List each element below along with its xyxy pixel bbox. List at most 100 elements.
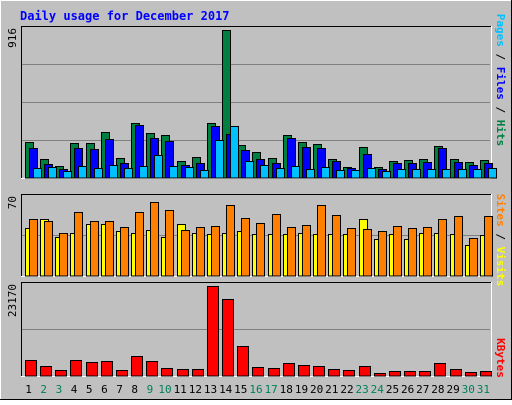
- kbytes-bar-kbytes: [328, 369, 340, 377]
- visits-bar-sites: [469, 238, 478, 277]
- kbytes-bar-kbytes: [252, 367, 264, 377]
- hits-bar-pages: [276, 168, 285, 179]
- visits-bar-sites: [196, 227, 205, 277]
- legend-pages: Pages: [494, 14, 507, 47]
- visits-bar-sites: [120, 227, 129, 277]
- x-tick-label: 25: [386, 383, 399, 396]
- kbytes-bar-kbytes: [389, 371, 401, 377]
- x-tick-label: 7: [116, 383, 123, 396]
- kbytes-bar-kbytes: [207, 286, 219, 377]
- hits-bar-pages: [442, 169, 451, 179]
- x-tick-label: 9: [147, 383, 154, 396]
- hits-bar-pages: [351, 170, 360, 179]
- visits-bar-sites: [332, 215, 341, 277]
- visits-bar-sites: [408, 228, 417, 277]
- legend-kbytes: KBytes: [494, 338, 507, 378]
- visits-bar-sites: [423, 227, 432, 277]
- visits-bar-sites: [438, 219, 447, 277]
- kbytes-bar-kbytes: [192, 369, 204, 377]
- kbytes-bar-kbytes: [434, 363, 446, 377]
- kbytes-bar-kbytes: [480, 371, 492, 377]
- kbytes-legend-text: KBytes: [494, 338, 507, 378]
- visits-bar-sites: [44, 221, 53, 277]
- visits-bar-sites: [287, 227, 296, 277]
- visits-bar-sites: [90, 221, 99, 277]
- x-tick-label: 24: [371, 383, 385, 396]
- kbytes-bar-kbytes: [313, 366, 325, 377]
- hits-bar-pages: [336, 170, 345, 179]
- hits-bar-pages: [458, 169, 467, 179]
- hits-bar-pages: [94, 168, 103, 179]
- x-tick-label: 16: [249, 383, 262, 396]
- x-tick-label: 27: [416, 383, 429, 396]
- kbytes-bar-kbytes: [222, 299, 234, 377]
- hits-max-label: 916: [6, 28, 19, 48]
- hits-legend-text: Pages / Files / Hits: [494, 14, 507, 147]
- x-tick-label: 5: [86, 383, 93, 396]
- hits-bar-pages: [367, 168, 376, 179]
- hits-bar-pages: [245, 161, 254, 179]
- legend-hits: Hits: [494, 120, 507, 147]
- visits-max-label: 70: [6, 196, 19, 209]
- kbytes-bar-kbytes: [131, 356, 143, 377]
- kbytes-bar-kbytes: [40, 366, 52, 377]
- legend-visits: Visits: [494, 247, 507, 287]
- hits-bar-pages: [109, 165, 118, 179]
- kbytes-bar-kbytes: [374, 373, 386, 377]
- x-tick-label: 23: [355, 383, 368, 396]
- hits-bar-pages: [473, 169, 482, 179]
- hits-bar-pages: [397, 169, 406, 179]
- x-tick-label: 4: [71, 383, 78, 396]
- kbytes-legend: KBytes: [494, 338, 507, 378]
- x-tick-label: 31: [477, 383, 490, 396]
- visits-bar-sites: [181, 230, 190, 277]
- chart-title: Daily usage for December 2017: [20, 9, 230, 23]
- visits-bar-sites: [150, 202, 159, 277]
- kbytes-bar-kbytes: [101, 361, 113, 377]
- x-tick-label: 12: [189, 383, 202, 396]
- visits-bar-sites: [105, 221, 114, 277]
- kbytes-bar-kbytes: [450, 369, 462, 377]
- x-tick-label: 13: [204, 383, 217, 396]
- visits-bar-sites: [256, 223, 265, 277]
- visits-bar-sites: [29, 219, 38, 277]
- kbytes-bar-kbytes: [116, 370, 128, 377]
- visits-legend-text: Sites / Visits: [494, 194, 507, 287]
- x-tick-label: 26: [401, 383, 414, 396]
- x-tick-label: 18: [280, 383, 293, 396]
- hits-bar-pages: [230, 126, 239, 179]
- hits-bar-pages: [321, 167, 330, 179]
- kbytes-bar-kbytes: [86, 362, 98, 377]
- visits-bar-sites: [241, 218, 250, 277]
- hits-bar-pages: [488, 168, 497, 179]
- kbytes-bar-kbytes: [268, 368, 280, 377]
- kbytes-bar-kbytes: [404, 371, 416, 377]
- visits-bar-sites: [135, 212, 144, 277]
- hits-bar-pages: [154, 155, 163, 179]
- hits-bar-pages: [48, 167, 57, 179]
- legend-files: Files: [494, 67, 507, 100]
- x-tick-label: 30: [462, 383, 475, 396]
- hits-bar-pages: [78, 166, 87, 179]
- x-tick-label: 8: [131, 383, 138, 396]
- x-tick-label: 21: [325, 383, 338, 396]
- kbytes-bar-kbytes: [177, 369, 189, 377]
- hits-bar-pages: [124, 168, 133, 179]
- kbytes-bar-kbytes: [465, 372, 477, 377]
- kbytes-bar-kbytes: [25, 360, 37, 377]
- kbytes-bar-kbytes: [359, 366, 371, 377]
- visits-bar-sites: [59, 233, 68, 277]
- kbytes-bar-kbytes: [70, 360, 82, 377]
- x-tick-label: 20: [310, 383, 323, 396]
- x-tick-label: 17: [265, 383, 278, 396]
- x-tick-label: 6: [101, 383, 108, 396]
- x-tick-label: 1: [25, 383, 32, 396]
- kbytes-bar-kbytes: [343, 370, 355, 377]
- visits-bar-sites: [165, 210, 174, 277]
- visits-bar-sites: [378, 231, 387, 277]
- visits-bar-sites: [302, 225, 311, 277]
- hits-bar-pages: [382, 171, 391, 179]
- kbytes-bar-kbytes: [237, 346, 249, 377]
- hits-bar-pages: [291, 166, 300, 179]
